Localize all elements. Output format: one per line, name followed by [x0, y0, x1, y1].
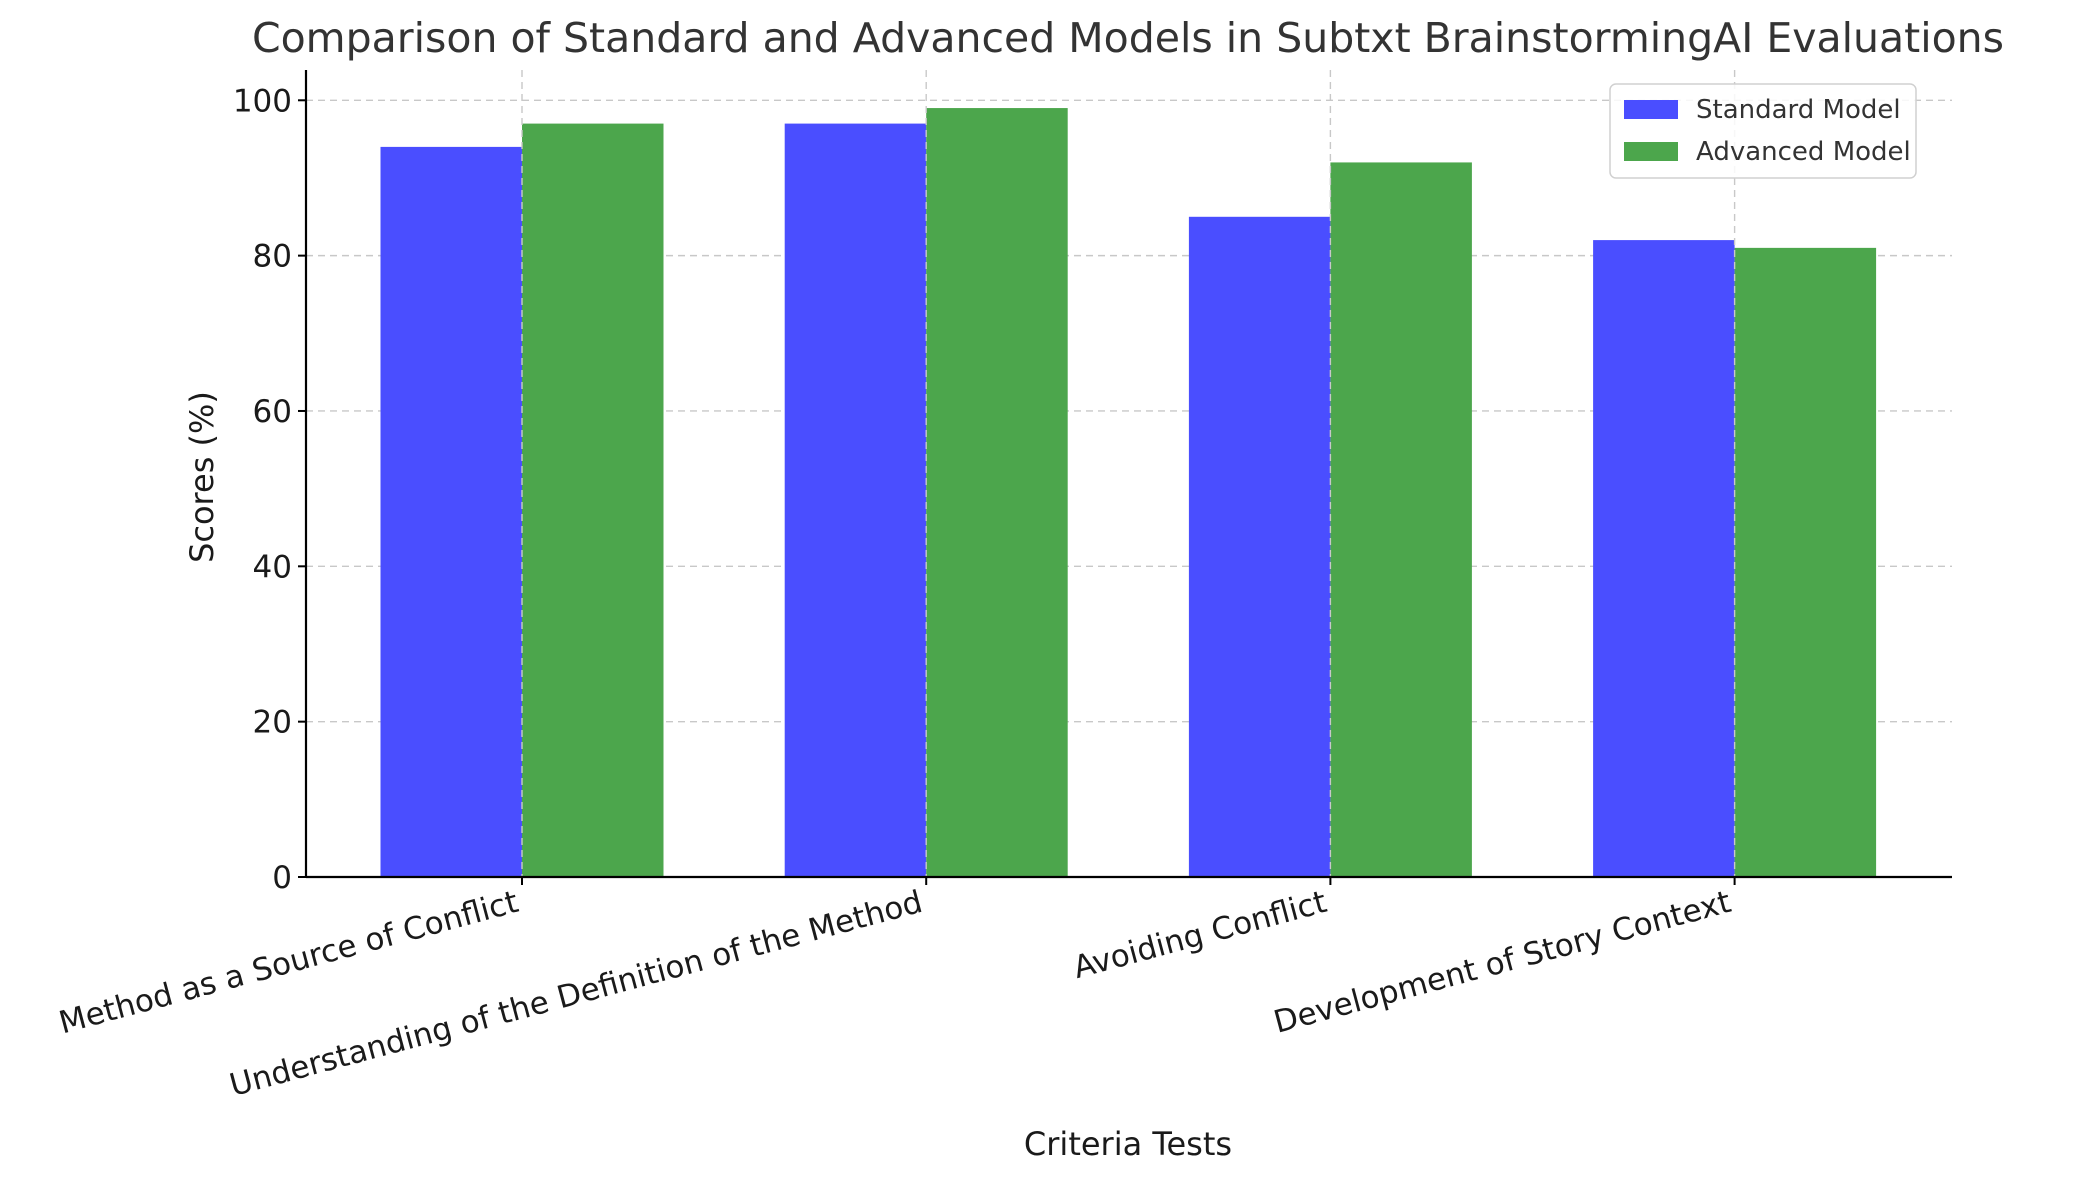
y-axis-label: Scores (%) [183, 391, 221, 563]
x-tick-label: Avoiding Conflict [1070, 884, 1331, 986]
y-ticks: 0 20 40 60 80 100 [233, 83, 306, 896]
y-tick-label: 80 [253, 239, 292, 275]
bar-advanced-1 [926, 108, 1068, 877]
bar-advanced-2 [1330, 162, 1472, 878]
y-tick-label: 60 [253, 394, 292, 430]
legend-label-advanced: Advanced Model [1696, 137, 1911, 167]
x-axis-label: Criteria Tests [1024, 1125, 1232, 1163]
y-tick-label: 20 [253, 705, 292, 741]
axes-layer [304, 70, 1952, 879]
x-ticks: Method as a Source of ConflictUnderstand… [55, 877, 1736, 1104]
legend-label-standard: Standard Model [1696, 95, 1901, 125]
x-tick-label: Understanding of the Definition of the M… [226, 884, 926, 1104]
legend-box [1609, 83, 1917, 179]
vertical-grid-layer [521, 70, 1736, 877]
bar-advanced-0 [522, 123, 664, 877]
legend-swatch-standard [1624, 100, 1678, 119]
legend-swatch-advanced [1624, 142, 1678, 161]
y-tick-label: 0 [272, 860, 292, 896]
bar-advanced-3 [1734, 247, 1877, 877]
x-tick-label: Development of Story Context [1270, 884, 1735, 1041]
y-tick-label: 100 [233, 83, 292, 119]
bar-standard-0 [380, 146, 522, 877]
bars-layer [380, 108, 1877, 878]
y-tick-label: 40 [253, 549, 292, 585]
legend: Standard Model Advanced Model [1609, 83, 1917, 179]
bar-standard-1 [784, 123, 927, 877]
bar-standard-3 [1593, 240, 1735, 878]
chart-title: Comparison of Standard and Advanced Mode… [252, 14, 2004, 62]
bar-standard-2 [1188, 216, 1331, 878]
